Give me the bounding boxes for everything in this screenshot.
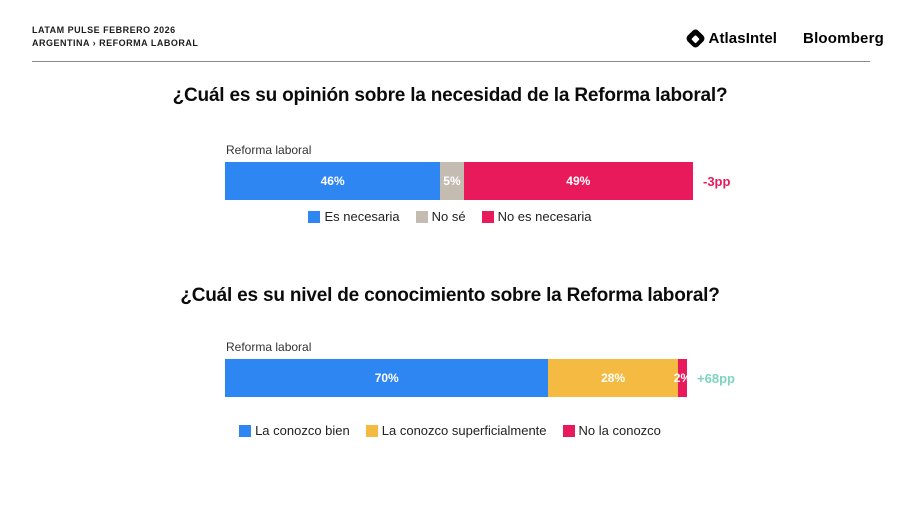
- legend-swatch: [365, 424, 378, 437]
- legend-item: Es necesaria: [308, 209, 400, 224]
- bar-segment-no-se: 5%: [440, 162, 464, 200]
- bar-segment-no-es-necesaria: 49%: [463, 162, 693, 200]
- legend-label: No es necesaria: [497, 209, 592, 224]
- stacked-bar: 70% 28% 2%: [225, 359, 691, 397]
- segment-value-label: 70%: [374, 371, 399, 385]
- legend-item: No es necesaria: [481, 209, 592, 224]
- bar-row: 70% 28% 2% +68pp: [225, 359, 735, 397]
- legend-item: La conozco superficialmente: [365, 423, 547, 438]
- report-kicker-line1: LATAM PULSE FEBRERO 2026: [32, 25, 176, 35]
- atlasintel-logo: AtlasIntel: [684, 27, 778, 50]
- question-1-title: ¿Cuál es su opinión sobre la necesidad d…: [172, 85, 728, 106]
- bar-segment-la-conozco-superficialmente: 28%: [548, 359, 678, 397]
- legend-label: La conozco bien: [255, 423, 350, 438]
- question-1-chart: Reforma laboral 46% 5% 49% -3pp: [225, 143, 735, 200]
- legend-swatch: [562, 424, 575, 437]
- legend-item: No sé: [415, 209, 466, 224]
- stacked-bar: 46% 5% 49%: [225, 162, 693, 200]
- bar-segment-no-la-conozco: 2%: [674, 359, 691, 397]
- segment-value-label: 5%: [443, 174, 461, 188]
- bar-segment-la-conozco-bien: 70%: [225, 359, 549, 397]
- bloomberg-wordmark: Bloomberg: [803, 30, 884, 47]
- delta-annotation: +68pp: [697, 370, 735, 386]
- legend-swatch: [239, 424, 252, 437]
- delta-annotation: -3pp: [703, 173, 731, 189]
- segment-value-label: 49%: [566, 174, 591, 188]
- report-breadcrumb: ARGENTINA › REFORMA LABORAL: [32, 38, 199, 48]
- legend-item: No la conozco: [562, 423, 661, 438]
- bar-row: 46% 5% 49% -3pp: [225, 162, 735, 200]
- brand-logos: AtlasIntel Bloomberg: [684, 27, 884, 50]
- question-2-chart: Reforma laboral 70% 28% 2% +68pp: [225, 340, 735, 397]
- atlasintel-diamond-icon: [684, 27, 706, 50]
- legend-label: No sé: [431, 209, 466, 224]
- segment-value-label: 28%: [601, 371, 626, 385]
- legend-label: No la conozco: [578, 423, 661, 438]
- question-1-legend: Es necesaria No sé No es necesaria: [0, 209, 900, 224]
- legend-swatch: [415, 210, 428, 223]
- report-kicker: LATAM PULSE FEBRERO 2026 ARGENTINA › REF…: [32, 24, 198, 50]
- question-2-title: ¿Cuál es su nivel de conocimiento sobre …: [180, 285, 720, 306]
- legend-label: La conozco superficialmente: [381, 423, 547, 438]
- header-divider: [32, 61, 870, 62]
- legend-label: Es necesaria: [324, 209, 400, 224]
- bar-segment-es-necesaria: 46%: [225, 162, 441, 200]
- legend-swatch: [481, 210, 494, 223]
- atlasintel-wordmark: AtlasIntel: [708, 30, 778, 47]
- question-2-legend: La conozco bien La conozco superficialme…: [0, 423, 900, 438]
- legend-item: La conozco bien: [239, 423, 350, 438]
- bar-category-label: Reforma laboral: [226, 143, 312, 157]
- segment-value-label: 2%: [673, 371, 692, 385]
- legend-swatch: [308, 210, 321, 223]
- segment-value-label: 46%: [320, 174, 345, 188]
- header: LATAM PULSE FEBRERO 2026 ARGENTINA › REF…: [32, 24, 884, 50]
- bar-category-label: Reforma laboral: [226, 340, 312, 354]
